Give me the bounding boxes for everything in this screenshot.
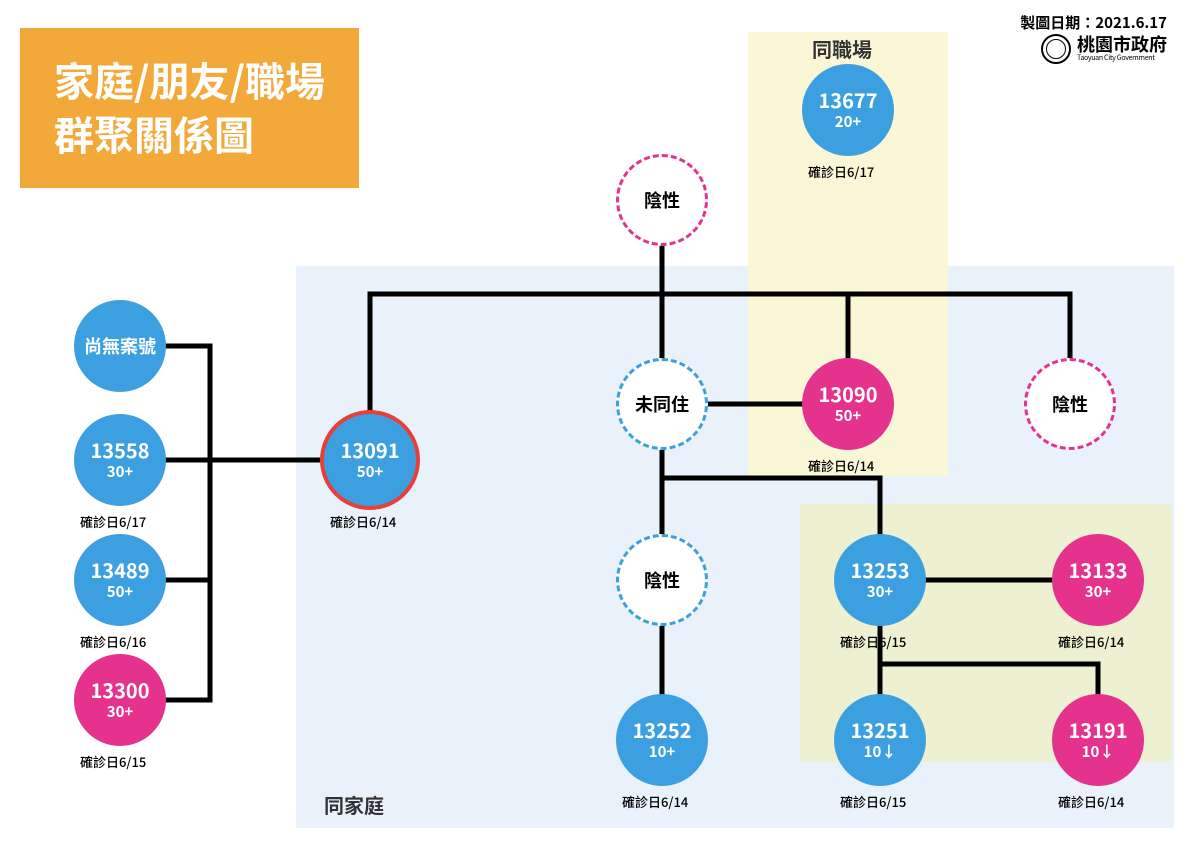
node-13489: 13489 50+ bbox=[74, 534, 166, 626]
node-13191: 13191 10↓ bbox=[1052, 694, 1144, 786]
node-not_cohab: 未同住 bbox=[616, 358, 708, 450]
meta-date: 製圖日期：2021.6.17 bbox=[1020, 12, 1167, 33]
gov-sub: Taoyuan City Government bbox=[1077, 53, 1167, 63]
node-13300: 13300 30+ bbox=[74, 654, 166, 746]
title-box: 家庭/朋友/職場 群聚關係圖 bbox=[20, 28, 359, 188]
node-caption-13133: 確診日6/14 bbox=[1058, 632, 1124, 651]
node-13253: 13253 30+ bbox=[834, 534, 926, 626]
node-label: 尚無案號 bbox=[84, 333, 156, 359]
node-age: 10+ bbox=[649, 743, 676, 761]
node-label: 陰性 bbox=[1052, 391, 1088, 417]
region-label-workplace: 同職場 bbox=[812, 34, 872, 63]
node-label: 未同住 bbox=[635, 391, 689, 417]
node-caption-13677: 確診日6/17 bbox=[808, 162, 874, 181]
node-age: 10↓ bbox=[864, 743, 897, 761]
node-caption-13253: 確診日6/15 bbox=[840, 632, 906, 651]
node-number: 13090 bbox=[819, 383, 878, 405]
node-13090: 13090 50+ bbox=[802, 358, 894, 450]
node-age: 50+ bbox=[107, 583, 134, 601]
node-neg_mid: 陰性 bbox=[616, 534, 708, 626]
title-line2: 群聚關係圖 bbox=[54, 106, 325, 160]
node-number: 13091 bbox=[341, 439, 400, 461]
node-caption-13252: 確診日6/14 bbox=[622, 792, 688, 811]
node-no_case: 尚無案號 bbox=[74, 300, 166, 392]
node-age: 30+ bbox=[107, 703, 134, 721]
node-caption-13300: 確診日6/15 bbox=[80, 752, 146, 771]
node-13252: 13252 10+ bbox=[616, 694, 708, 786]
node-label: 陰性 bbox=[644, 187, 680, 213]
node-caption-13251: 確診日6/15 bbox=[840, 792, 906, 811]
node-caption-13489: 確診日6/16 bbox=[80, 632, 146, 651]
node-13091: 13091 50+ bbox=[324, 414, 416, 506]
node-caption-13558: 確診日6/17 bbox=[80, 512, 146, 531]
node-age: 30+ bbox=[867, 583, 894, 601]
node-number: 13677 bbox=[819, 89, 878, 111]
node-number: 13191 bbox=[1069, 719, 1128, 741]
gov-name: 桃園市政府 bbox=[1077, 35, 1167, 53]
node-neg_right: 陰性 bbox=[1024, 358, 1116, 450]
node-caption-13091: 確診日6/14 bbox=[330, 512, 396, 531]
node-13251: 13251 10↓ bbox=[834, 694, 926, 786]
node-age: 20+ bbox=[835, 113, 862, 131]
title-line1: 家庭/朋友/職場 bbox=[54, 52, 325, 106]
node-number: 13558 bbox=[91, 439, 150, 461]
node-13133: 13133 30+ bbox=[1052, 534, 1144, 626]
node-number: 13253 bbox=[851, 559, 910, 581]
node-caption-13090: 確診日6/14 bbox=[808, 456, 874, 475]
node-age: 10↓ bbox=[1082, 743, 1115, 761]
node-neg_top: 陰性 bbox=[616, 154, 708, 246]
node-age: 30+ bbox=[1085, 583, 1112, 601]
node-number: 13252 bbox=[633, 719, 692, 741]
gov-badge: 桃園市政府 Taoyuan City Government bbox=[1041, 34, 1167, 64]
node-13558: 13558 30+ bbox=[74, 414, 166, 506]
node-number: 13300 bbox=[91, 679, 150, 701]
node-number: 13251 bbox=[851, 719, 910, 741]
node-number: 13133 bbox=[1069, 559, 1128, 581]
node-13677: 13677 20+ bbox=[802, 64, 894, 156]
node-caption-13191: 確診日6/14 bbox=[1058, 792, 1124, 811]
node-age: 50+ bbox=[357, 463, 384, 481]
node-label: 陰性 bbox=[644, 567, 680, 593]
gov-seal-icon bbox=[1041, 34, 1071, 64]
node-age: 50+ bbox=[835, 407, 862, 425]
region-label-family: 同家庭 bbox=[324, 790, 384, 819]
node-age: 30+ bbox=[107, 463, 134, 481]
node-number: 13489 bbox=[91, 559, 150, 581]
